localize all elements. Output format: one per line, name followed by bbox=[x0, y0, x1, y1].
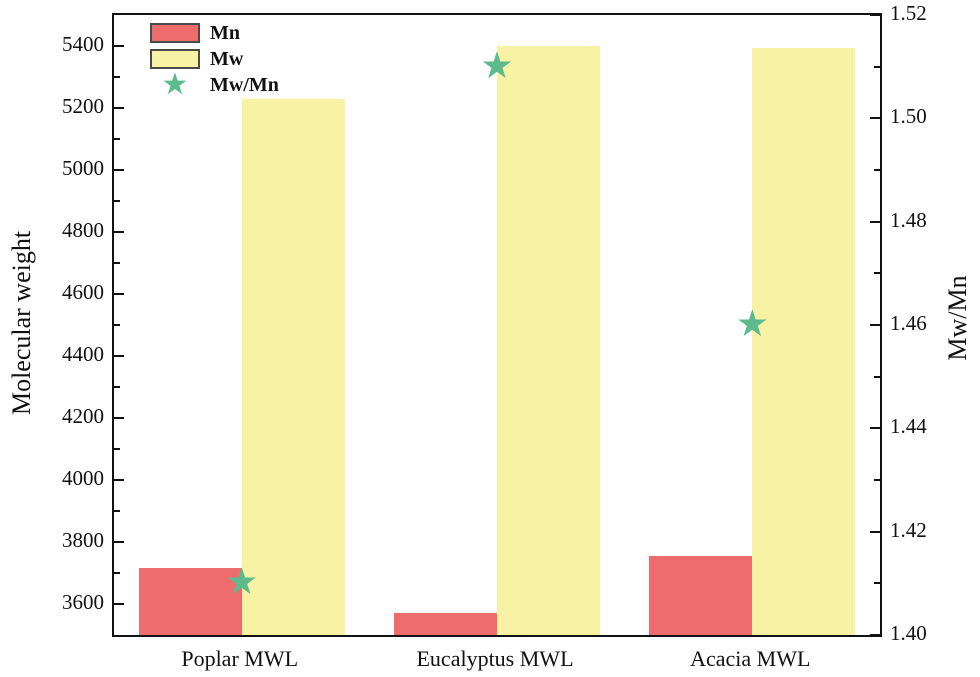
left-axis-title: Molecular weight bbox=[7, 230, 36, 416]
right-axis-major-tick bbox=[870, 427, 880, 430]
right-axis-minor-tick bbox=[874, 272, 880, 275]
category-label-eucalyptus: Eucalyptus MWL bbox=[416, 646, 574, 671]
left-axis-minor-tick bbox=[114, 448, 120, 450]
left-axis-major-tick bbox=[114, 169, 124, 171]
legend-label-mn: Mn bbox=[210, 21, 240, 44]
left-axis-major-tick bbox=[114, 355, 124, 357]
mn-swatch-icon bbox=[150, 23, 200, 43]
right-axis-minor-tick bbox=[874, 375, 880, 378]
right-axis-tick-label: 1.44 bbox=[890, 414, 927, 439]
right-axis-tick-label: 1.52 bbox=[890, 1, 927, 25]
mw-swatch-icon bbox=[150, 49, 200, 69]
legend: Mn Mw ★ Mw/Mn bbox=[150, 20, 279, 102]
marker-mwmn-poplar: ★ bbox=[225, 560, 259, 604]
right-axis-minor-tick bbox=[874, 582, 880, 585]
category-label-poplar: Poplar MWL bbox=[181, 646, 299, 671]
legend-label-mwmn: Mw/Mn bbox=[210, 73, 279, 96]
plot-area: Mn Mw ★ Mw/Mn ★ ★ ★ bbox=[112, 13, 882, 637]
left-axis-minor-tick bbox=[114, 510, 120, 512]
left-axis-minor-tick bbox=[114, 324, 120, 326]
bar-mw-acacia bbox=[752, 47, 856, 635]
left-axis-major-tick bbox=[114, 231, 124, 233]
right-axis-major-tick bbox=[870, 220, 880, 223]
left-axis-tick-label: 5200 bbox=[62, 94, 104, 118]
legend-item-mw: Mw bbox=[150, 46, 279, 72]
legend-label-mw: Mw bbox=[210, 47, 244, 70]
left-axis-tick-label: 3600 bbox=[62, 590, 104, 614]
right-axis-tick-label: 1.42 bbox=[890, 517, 927, 542]
star-icon: ★ bbox=[161, 67, 189, 102]
right-axis-major-tick bbox=[870, 634, 880, 636]
left-axis-major-tick bbox=[114, 603, 124, 605]
bar-mn-eucalyptus bbox=[394, 613, 497, 635]
left-axis-major-tick bbox=[114, 293, 124, 295]
left-axis-minor-tick bbox=[114, 138, 120, 140]
left-axis-tick-label: 4200 bbox=[62, 404, 104, 428]
right-axis-tick-label: 1.40 bbox=[890, 621, 927, 645]
right-axis-tick-label: 1.46 bbox=[890, 311, 927, 335]
right-axis-major-tick bbox=[870, 324, 880, 326]
right-axis-major-tick bbox=[870, 530, 880, 533]
left-axis-tick-label: 5000 bbox=[62, 156, 104, 180]
right-axis-major-tick bbox=[870, 117, 880, 120]
legend-item-mwmn: ★ Mw/Mn bbox=[150, 67, 279, 102]
bar-mw-eucalyptus bbox=[497, 46, 600, 635]
left-axis-major-tick bbox=[114, 417, 124, 419]
right-axis-minor-tick bbox=[874, 65, 880, 68]
left-axis-tick-label: 5400 bbox=[62, 32, 104, 56]
marker-mwmn-eucalyptus: ★ bbox=[480, 43, 514, 87]
left-axis-minor-tick bbox=[114, 200, 120, 202]
left-axis-minor-tick bbox=[114, 572, 120, 574]
legend-item-mn: Mn bbox=[150, 20, 279, 46]
right-axis-tick-label: 1.50 bbox=[890, 104, 927, 129]
marker-mwmn-acacia: ★ bbox=[735, 302, 769, 346]
left-axis-tick-label: 4800 bbox=[62, 218, 104, 242]
right-axis-tick-label: 1.48 bbox=[890, 207, 927, 232]
left-axis-minor-tick bbox=[114, 76, 120, 78]
left-axis-minor-tick bbox=[114, 386, 120, 388]
bar-mw-poplar bbox=[241, 98, 345, 635]
bar-mn-acacia bbox=[649, 556, 753, 635]
left-axis-tick-label: 3800 bbox=[62, 528, 104, 552]
right-axis-major-tick bbox=[870, 14, 880, 16]
left-axis-major-tick bbox=[114, 45, 124, 47]
category-label-acacia: Acacia MWL bbox=[690, 646, 811, 671]
bar-mn-poplar bbox=[138, 568, 242, 635]
left-axis-major-tick bbox=[114, 107, 124, 109]
left-axis-tick-label: 4000 bbox=[62, 466, 104, 490]
left-axis-minor-tick bbox=[114, 262, 120, 264]
left-axis-tick-label: 4400 bbox=[62, 342, 104, 366]
right-axis-minor-tick bbox=[874, 479, 880, 481]
right-axis-minor-tick bbox=[874, 169, 880, 171]
left-axis-tick-label: 4600 bbox=[62, 280, 104, 304]
left-axis-major-tick bbox=[114, 541, 124, 543]
left-axis-major-tick bbox=[114, 479, 124, 481]
